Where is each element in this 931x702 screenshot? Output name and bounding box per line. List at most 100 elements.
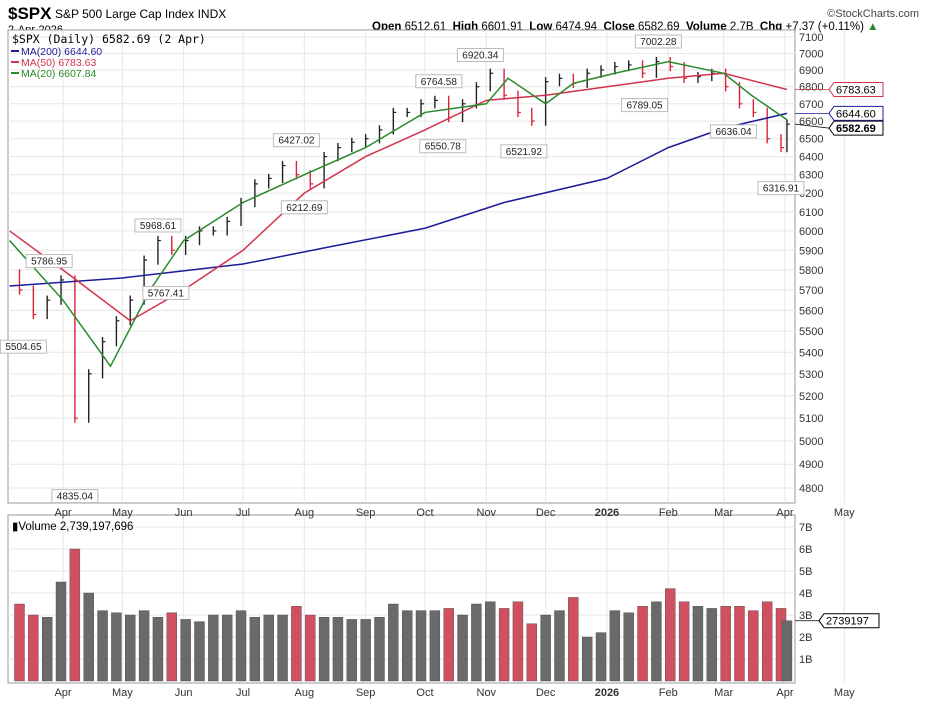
volume-bar — [443, 608, 454, 682]
index-full-name: S&P 500 Large Cap Index — [55, 7, 195, 21]
volume-bar — [540, 614, 551, 682]
volume-bar — [678, 601, 690, 682]
price-tick-label: 5300 — [799, 369, 823, 381]
price-annotation: 6212.69 — [286, 203, 323, 214]
annotation-box — [757, 181, 805, 196]
volume-bar — [111, 612, 122, 682]
volume-bar — [83, 592, 94, 682]
month-label: Nov — [477, 507, 497, 519]
volume-bar — [291, 606, 302, 682]
month-label: Dec — [536, 687, 556, 699]
price-tick-label: 4800 — [799, 483, 823, 495]
volume-bar — [194, 621, 205, 682]
volume-tick-label: 5B — [799, 566, 812, 578]
price-annotation: 7002.28 — [640, 37, 677, 48]
volume-bar — [498, 608, 510, 682]
month-label: Jun — [175, 507, 193, 519]
volume-bar — [55, 581, 67, 682]
volume-bar — [138, 610, 150, 682]
last-value-tag — [828, 120, 884, 136]
month-label: 2026 — [595, 687, 619, 699]
price-tick-label: 5200 — [799, 391, 823, 403]
volume-bar — [485, 601, 496, 682]
volume-bar — [554, 610, 565, 682]
annotation-box — [634, 34, 682, 49]
price-annotation: 6764.58 — [421, 77, 458, 88]
annotation-box — [621, 98, 669, 113]
volume-last-label: 2739197 — [826, 616, 869, 628]
price-tick-label: 5800 — [799, 265, 823, 277]
ma20-line — [9, 60, 788, 368]
volume-legend: ▮Volume 2,739,197,696 — [12, 521, 133, 533]
volume-bar — [41, 617, 53, 682]
price-annotation: 6636.04 — [715, 127, 752, 138]
volume-bar — [28, 614, 39, 682]
volume-bar — [748, 610, 759, 682]
price-tick-label: 6800 — [799, 82, 823, 94]
annotation-box — [710, 124, 758, 139]
month-label: Aug — [295, 687, 315, 699]
ma50-line — [9, 72, 788, 322]
volume-bar — [512, 601, 524, 682]
volume-bar — [263, 614, 274, 682]
month-label: Mar — [714, 507, 733, 519]
price-tick-label: 5700 — [799, 285, 823, 297]
volume-bar — [277, 614, 288, 682]
volume-bar — [14, 603, 25, 682]
volume-bar — [415, 610, 427, 682]
price-tick-label: 6200 — [799, 188, 823, 200]
brand-logo[interactable]: ©StockCharts.com — [827, 8, 919, 20]
price-annotation: 6789.05 — [626, 101, 663, 112]
volume-bar — [221, 614, 233, 682]
annotation-box — [272, 133, 320, 148]
price-tick-label: 6100 — [799, 207, 823, 219]
price-tick-label: 6900 — [799, 65, 823, 77]
last-value-tag — [828, 82, 884, 98]
month-label: Apr — [776, 507, 793, 519]
annotation-box — [25, 254, 73, 269]
annotation-box — [419, 139, 467, 154]
month-label: May — [834, 687, 855, 699]
price-annotation: 6920.34 — [462, 51, 499, 62]
annotation-box — [142, 285, 190, 300]
annotation-box — [456, 48, 504, 63]
annotation-box — [415, 74, 463, 89]
volume-tick-label: 3B — [799, 610, 812, 622]
month-label: Apr — [54, 687, 71, 699]
last-value-label: 6582.69 — [836, 123, 876, 135]
volume-bar — [623, 612, 634, 682]
volume-bar — [651, 601, 662, 682]
volume-bar — [69, 548, 81, 682]
volume-bar — [125, 614, 136, 682]
volume-tick-label: 4B — [799, 588, 812, 600]
price-tick-label: 5000 — [799, 436, 823, 448]
volume-bar — [609, 610, 621, 682]
exchange: INDX — [197, 7, 227, 21]
annotation-box — [500, 144, 548, 159]
volume-bar — [346, 619, 357, 682]
symbol: $SPX — [8, 4, 52, 23]
annotation-box — [0, 339, 47, 354]
price-legend: $SPX (Daily) 6582.69 (2 Apr) — [12, 32, 206, 46]
price-tick-label: 7000 — [799, 48, 823, 60]
volume-bar — [235, 610, 247, 682]
month-label: May — [112, 507, 133, 519]
month-label: Feb — [659, 507, 678, 519]
ma200-line — [9, 112, 788, 287]
volume-bar — [720, 606, 731, 682]
price-tick-label: 5100 — [799, 413, 823, 425]
price-tick-label: 6700 — [799, 99, 823, 111]
month-label: Aug — [295, 507, 315, 519]
month-label: Oct — [416, 687, 433, 699]
month-label: 2026 — [595, 507, 619, 519]
volume-bar — [692, 606, 704, 682]
volume-bar — [734, 606, 745, 682]
price-annotation: 5504.65 — [5, 342, 42, 353]
volume-bar — [595, 632, 607, 682]
volume-bar — [429, 610, 441, 682]
last-value-connector — [794, 123, 830, 129]
month-label: Jul — [236, 507, 250, 519]
index-name: S&P 500 Large Cap Index INDX — [55, 7, 226, 21]
